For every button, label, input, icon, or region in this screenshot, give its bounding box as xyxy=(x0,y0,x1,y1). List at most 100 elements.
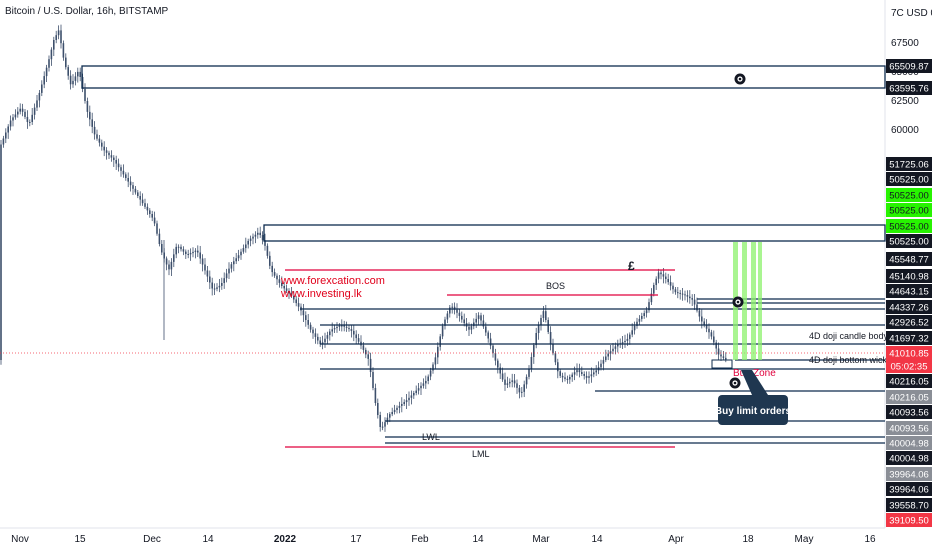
price-tag-label: 40093.56 xyxy=(889,408,929,419)
candle-body xyxy=(158,233,161,244)
price-tag-label: 50525.00 xyxy=(889,222,929,233)
buy-limit-callout[interactable]: Buy limit orders xyxy=(715,370,792,425)
liquidity-lines xyxy=(285,269,675,448)
candle-body xyxy=(432,364,434,371)
candle-body xyxy=(91,119,93,127)
candle-body xyxy=(254,234,257,237)
candle-body xyxy=(240,251,242,256)
price-tag-label: 39964.06 xyxy=(889,485,929,496)
price-tag-label: 51725.06 xyxy=(889,160,929,171)
candle-body xyxy=(386,417,389,423)
bos-label: BOS xyxy=(546,281,565,291)
callout-label: Buy limit orders xyxy=(715,406,792,417)
candle-body xyxy=(69,75,72,85)
candle-body xyxy=(153,217,156,224)
candle-body xyxy=(235,258,237,262)
candle-body xyxy=(168,264,170,270)
candle-body xyxy=(708,328,710,333)
time-axis[interactable]: Nov 15 Dec 14 2022 17 Feb 14 Mar 14 Apr 18 May 16 xyxy=(11,534,876,545)
candle-body xyxy=(525,376,528,385)
candle-body xyxy=(266,245,269,256)
candle-body xyxy=(494,353,497,361)
candle-body xyxy=(252,236,254,239)
eye-icon[interactable] xyxy=(734,73,746,85)
candle-body xyxy=(338,325,341,327)
candle-body xyxy=(5,132,7,139)
candle-body xyxy=(57,30,60,36)
price-tag xyxy=(886,498,932,512)
candle-body xyxy=(273,272,276,276)
price-tag xyxy=(886,59,932,73)
candle-body xyxy=(669,282,672,286)
candle-body xyxy=(141,199,144,204)
candle-body xyxy=(679,292,681,294)
candle-body xyxy=(278,279,281,283)
eye-icon[interactable] xyxy=(732,296,744,308)
candle-body xyxy=(593,372,595,375)
candle-body xyxy=(156,223,158,234)
candle-body xyxy=(125,174,127,178)
price-tag xyxy=(886,482,932,496)
candle-body xyxy=(705,325,708,329)
candle-body xyxy=(12,117,14,121)
candle-body xyxy=(725,357,727,360)
candle-body xyxy=(581,372,583,374)
candle-body xyxy=(137,192,139,196)
candle-body xyxy=(533,345,535,357)
candle-body xyxy=(595,370,597,373)
candle-body xyxy=(473,322,475,327)
price-tag-label: 44643.15 xyxy=(889,287,929,298)
price-tag xyxy=(886,467,932,481)
candle-body xyxy=(420,385,422,389)
doji-wick-label: 4D doji bottom wick xyxy=(809,355,888,365)
candle-body xyxy=(681,293,684,295)
candle-body xyxy=(413,393,415,396)
candle-body xyxy=(144,203,146,207)
candle-body xyxy=(559,371,561,376)
time-axis-tick: Mar xyxy=(532,534,550,545)
candle-body xyxy=(633,325,636,331)
supply-box-top xyxy=(81,65,886,89)
candle-body xyxy=(283,286,285,289)
candle-body xyxy=(276,275,278,280)
candle-body xyxy=(422,383,425,386)
candle-body xyxy=(489,338,492,346)
candle-body xyxy=(127,178,129,182)
candle-body xyxy=(588,376,590,378)
candle-body xyxy=(578,370,581,373)
price-tag-label: 65509.87 xyxy=(889,62,929,73)
candle-body xyxy=(146,206,149,211)
time-axis-tick: Feb xyxy=(411,534,429,545)
price-tag xyxy=(886,346,932,360)
candle-body xyxy=(242,248,245,252)
candle-body xyxy=(213,288,216,290)
eye-icon[interactable] xyxy=(729,377,741,389)
price-tag-label: 50525.00 xyxy=(889,237,929,248)
candle-body xyxy=(257,232,259,235)
candle-body xyxy=(372,372,374,388)
candle-body xyxy=(384,422,386,427)
candle-body xyxy=(631,330,633,335)
candle-body xyxy=(237,255,240,259)
candle-body xyxy=(701,316,703,322)
candle-body xyxy=(357,338,360,342)
candle-body xyxy=(393,409,396,413)
candle-body xyxy=(281,282,283,286)
candle-body xyxy=(290,293,293,296)
candle-body xyxy=(470,326,473,330)
level-lines xyxy=(81,65,886,444)
candle-body xyxy=(247,240,249,245)
candle-body xyxy=(545,311,547,320)
candle-body xyxy=(38,92,41,101)
candle-body xyxy=(607,353,609,357)
candle-body xyxy=(456,309,458,313)
candle-body xyxy=(605,356,607,361)
candle-body xyxy=(305,315,307,320)
candle-body xyxy=(221,283,223,286)
candle-body xyxy=(621,342,624,344)
candle-body xyxy=(189,253,192,255)
time-axis-tick: 14 xyxy=(202,534,214,545)
candle-body xyxy=(475,318,477,323)
candle-body xyxy=(343,325,345,327)
